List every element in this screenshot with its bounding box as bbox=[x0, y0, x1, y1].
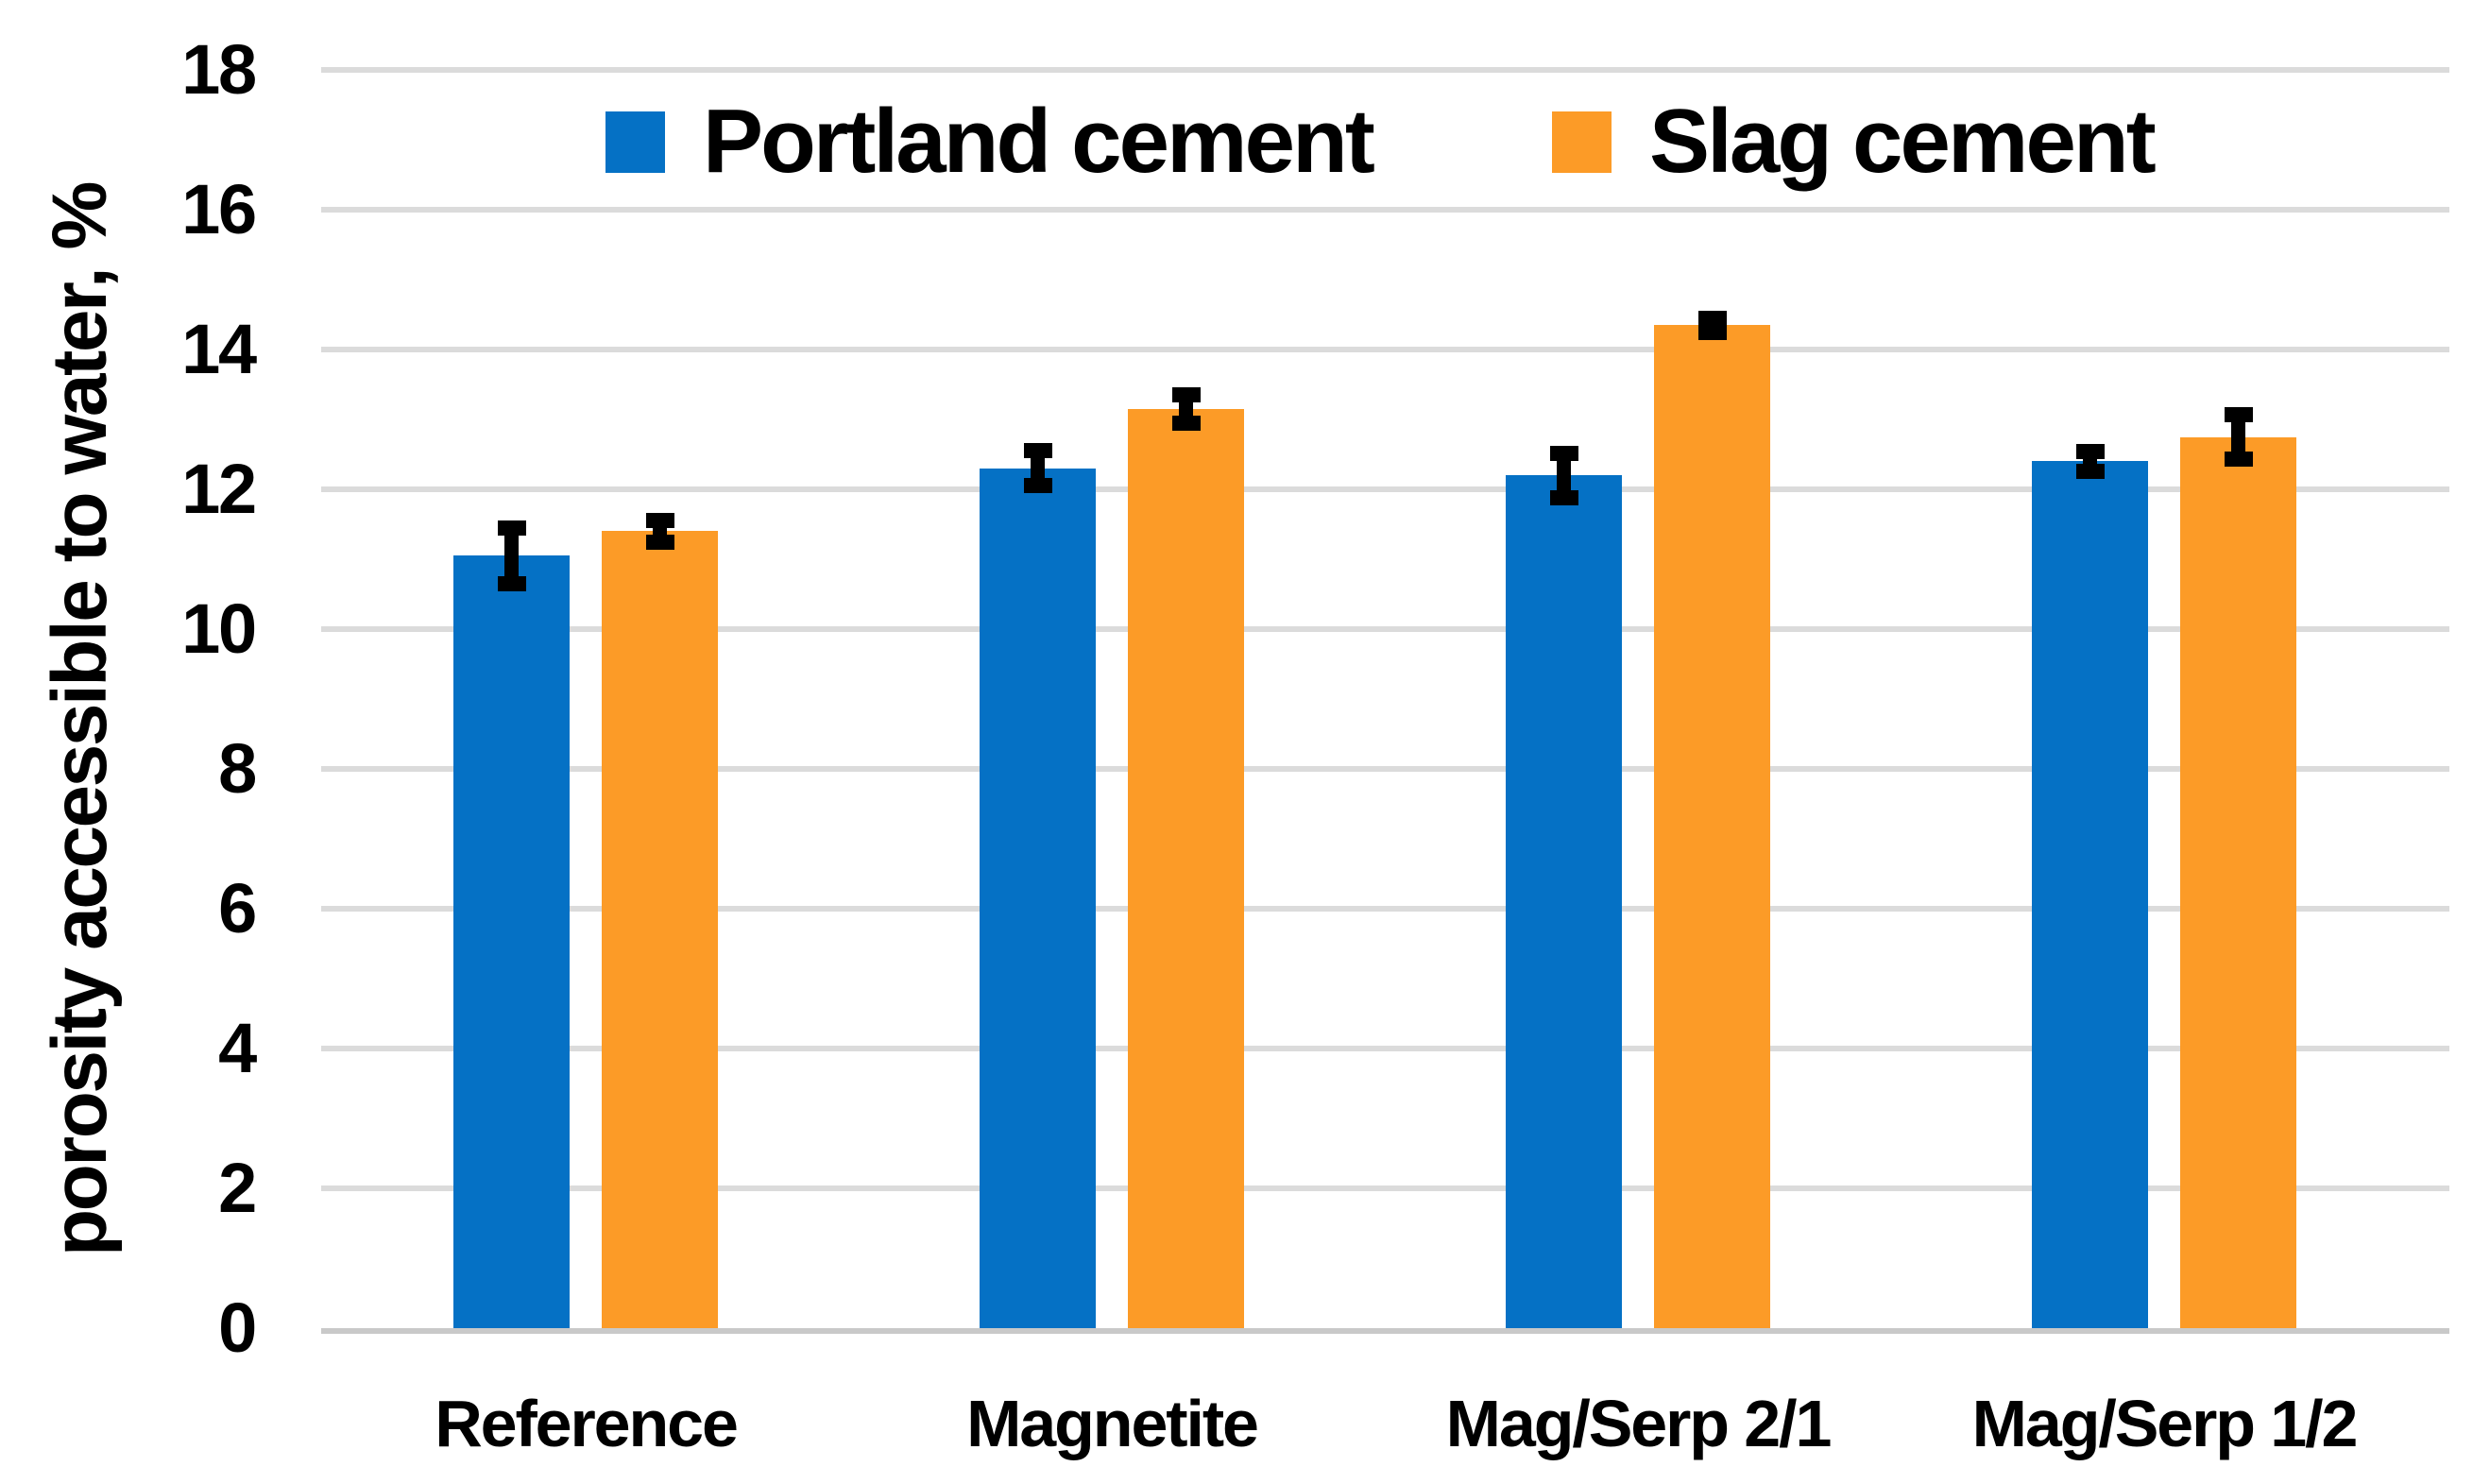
bar-slag-cement-mag-serp-2-1 bbox=[1654, 325, 1770, 1328]
error-bar-cap-bottom bbox=[2075, 463, 2105, 479]
error-bar-cap-top bbox=[645, 513, 674, 529]
error-bar-cap-top bbox=[1023, 443, 1052, 459]
x-axis-line bbox=[321, 1328, 2449, 1334]
legend-item-slag-cement: Slag cement bbox=[1551, 91, 2157, 192]
error-bar-cap-top bbox=[1697, 310, 1727, 326]
gridline-y-8 bbox=[321, 766, 2449, 772]
y-tick-label-10: 10 bbox=[181, 589, 257, 668]
y-tick-label-18: 18 bbox=[181, 30, 257, 109]
bar-slag-cement-magnetite bbox=[1128, 408, 1244, 1328]
bar-portland-cement-mag-serp-1-2 bbox=[2032, 461, 2148, 1328]
error-bar-line bbox=[2231, 414, 2245, 460]
error-bar-line bbox=[1557, 452, 1571, 498]
y-tick-label-14: 14 bbox=[181, 310, 257, 388]
legend-swatch-slag-cement-icon bbox=[1551, 111, 1612, 173]
bar-portland-cement-magnetite bbox=[980, 468, 1096, 1328]
y-tick-label-16: 16 bbox=[181, 170, 257, 248]
error-bar-cap-bottom bbox=[645, 534, 674, 550]
y-tick-label-12: 12 bbox=[181, 450, 257, 528]
y-tick-label-8: 8 bbox=[218, 729, 257, 808]
gridline-y-6 bbox=[321, 906, 2449, 912]
y-tick-label-0: 0 bbox=[218, 1288, 257, 1367]
x-category-label-mag-serp-2-1: Mag/Serp 2/1 bbox=[1445, 1387, 1833, 1460]
error-bar-cap-top bbox=[2075, 444, 2105, 460]
gridline-y-2 bbox=[321, 1185, 2449, 1191]
bar-slag-cement-reference bbox=[602, 531, 718, 1328]
y-tick-label-4: 4 bbox=[218, 1009, 257, 1087]
x-category-label-magnetite: Magnetite bbox=[966, 1387, 1259, 1460]
bar-portland-cement-reference bbox=[453, 555, 570, 1328]
error-bar-cap-top bbox=[497, 520, 526, 536]
legend-label-slag-cement: Slag cement bbox=[1648, 91, 2157, 192]
error-bar-cap-top bbox=[1549, 445, 1578, 461]
error-bar-cap-bottom bbox=[1697, 324, 1727, 340]
gridline-y-4 bbox=[321, 1046, 2449, 1051]
gridline-y-10 bbox=[321, 626, 2449, 632]
error-bar-cap-bottom bbox=[497, 575, 526, 591]
x-category-label-reference: Reference bbox=[435, 1387, 739, 1460]
error-bar-line bbox=[504, 527, 519, 584]
bar-slag-cement-mag-serp-1-2 bbox=[2180, 436, 2296, 1328]
gridline-y-14 bbox=[321, 347, 2449, 352]
gridline-y-12 bbox=[321, 486, 2449, 492]
legend-item-portland-cement: Portland cement bbox=[605, 91, 1375, 192]
error-bar-cap-bottom bbox=[1171, 415, 1201, 431]
error-bar-cap-top bbox=[2224, 406, 2253, 422]
gridline-y-16 bbox=[321, 207, 2449, 213]
y-tick-label-6: 6 bbox=[218, 869, 257, 947]
error-bar-cap-top bbox=[1171, 387, 1201, 403]
bar-portland-cement-mag-serp-2-1 bbox=[1506, 475, 1622, 1328]
legend: Portland cement Slag cement bbox=[605, 91, 2157, 192]
legend-swatch-portland-cement-icon bbox=[605, 111, 665, 173]
x-category-label-mag-serp-1-2: Mag/Serp 1/2 bbox=[1971, 1387, 2359, 1460]
error-bar-line bbox=[1031, 451, 1045, 486]
y-tick-label-2: 2 bbox=[218, 1149, 257, 1227]
error-bar-cap-bottom bbox=[1023, 478, 1052, 494]
error-bar-cap-bottom bbox=[1549, 489, 1578, 505]
gridline-y-18 bbox=[321, 67, 2449, 73]
legend-label-portland-cement: Portland cement bbox=[703, 91, 1375, 192]
error-bar-cap-bottom bbox=[2224, 452, 2253, 468]
